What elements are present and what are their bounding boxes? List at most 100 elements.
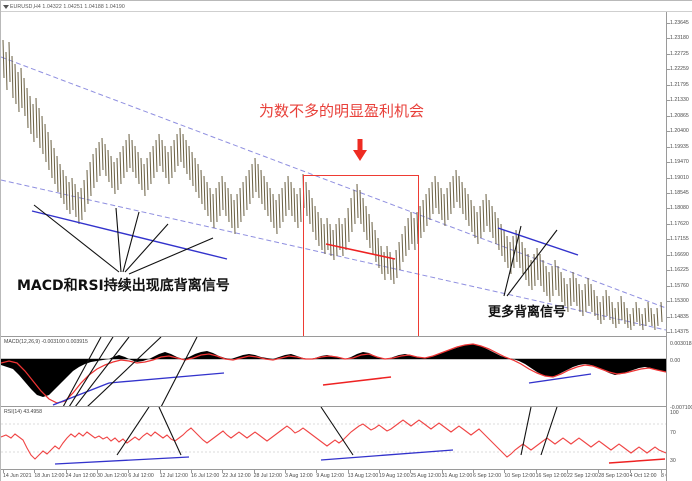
time-axis-tick: 8 Oct 12:00 [661,473,666,479]
rsi-divergence-line-red [608,458,666,464]
price-scale-tick: 1.20865 [670,112,689,119]
macd-scale-tick: -0.007100 [670,405,692,411]
time-axis-tick-mark [410,470,412,473]
time-axis-tick-mark [34,470,36,473]
price-scale-tick-mark [667,301,670,303]
macd-signal-line [1,343,666,404]
price-scale-tick: 1.21795 [670,81,689,88]
macd-scale-tick: 0.00 [670,358,681,364]
price-scale-tick-mark [667,162,670,164]
price-scale-tick: 1.23180 [670,35,689,42]
price-scale-tick-mark [667,38,670,40]
time-axis-tick: 24 Jun 12:00 [65,473,96,479]
price-trendline-blue-left [31,210,228,260]
time-axis-tick-mark [504,470,506,473]
price-scale-tick: 1.19470 [670,159,689,166]
macd-caption: MACD(12,26,9) -0.003100 0.003915 [4,339,88,345]
price-scale-tick-mark [667,316,670,318]
rsi-scale-tick: 30 [670,458,676,464]
time-axis-tick-mark [65,470,67,473]
rsi-caption: RSI(14) 43.4958 [4,409,43,415]
rsi-line [1,419,666,460]
time-axis-tick-mark [285,470,286,473]
time-axis-tick-mark [191,470,192,473]
price-scale-tick-mark [667,223,670,225]
time-axis-tick: 10 Sep 12:00 [504,473,536,479]
price-scale-tick: 1.18080 [670,205,689,212]
time-axis-tick: 13 Aug 12:00 [347,473,379,479]
price-scale-tick: 1.22725 [670,50,689,57]
descending-channel-upper [1,56,666,309]
macd-chart-svg [1,337,666,406]
price-scale-tick: 1.14835 [670,313,689,320]
rsi-indicator-panel[interactable]: RSI(14) 43.4958 [1,406,666,469]
annotation-pointer-lines-macd [62,337,198,406]
price-scale-tick: 1.20400 [670,128,689,135]
time-axis-tick: 6 Jul 12:00 [128,473,154,479]
rsi-chart-svg [1,407,666,465]
time-axis-tick-mark [253,470,255,473]
macd-indicator-panel[interactable]: MACD(12,26,9) -0.003100 0.003915 [1,336,666,406]
price-chart-panel[interactable] [1,12,666,336]
price-scale-tick: 1.17620 [670,220,689,227]
collapse-triangle-icon[interactable] [3,4,9,9]
time-axis-tick-mark [222,470,224,473]
time-axis[interactable]: 14 Jun 2021 18 Jun 12:00 24 Jun 12:00 30 Ju… [1,469,666,481]
time-axis-tick-mark [598,470,600,473]
price-scale-tick: 1.19935 [670,143,689,150]
time-axis-tick-mark [473,470,474,473]
price-trendline-blue-right [497,227,579,256]
price-scale-gutter[interactable]: 1.23645 1.23180 1.22725 1.22259 1.21795 1.213… [666,12,692,481]
price-scale-tick: 1.17155 [670,236,689,243]
time-axis-tick: 12 Jul 12:00 [159,473,188,479]
price-scale-tick-mark [667,270,670,272]
price-scale-tick-mark [667,100,670,102]
price-scale-tick: 1.15760 [670,282,689,289]
price-chart-svg [1,39,666,331]
red-down-arrow-icon [353,139,367,161]
time-axis-tick-mark [441,470,443,473]
chart-header-bar: EURUSD,H4 1.04322 1.04251 1.04188 1.0419… [1,1,692,12]
time-axis-tick: 4 Oct 12:00 [629,473,657,479]
price-scale-tick-mark [667,131,670,133]
time-axis-tick: 16 Sep 12:00 [535,473,567,479]
annotation-pointer-lines-right [503,225,558,297]
price-scale-tick-mark [667,332,670,333]
annotation-pointer-lines-left [33,204,214,275]
price-scale-tick: 1.15300 [670,298,689,305]
time-axis-tick: 9 Aug 12:00 [316,473,345,479]
symbol-ohlc-label: EURUSD,H4 1.04322 1.04251 1.04188 1.0419… [10,3,125,10]
time-axis-tick-mark [535,470,537,473]
time-axis-tick-mark [379,470,380,473]
price-scale-tick: 1.19010 [670,174,689,181]
time-axis-tick: 22 Sep 12:00 [567,473,598,479]
price-scale-tick: 1.16690 [670,251,689,258]
macd-histogram [1,344,666,397]
price-scale-tick: 1.16225 [670,267,689,274]
time-axis-tick-mark [316,470,318,473]
macd-divergence-line-red [322,376,392,386]
time-axis-tick: 16 Jul 12:00 [191,473,220,479]
time-axis-tick: 28 Jul 12:00 [253,473,282,479]
time-axis-tick-mark [97,470,98,473]
price-scale-tick-mark [667,146,670,148]
price-scale-tick-mark [667,115,670,117]
time-axis-tick: 25 Aug 12:00 [410,473,441,479]
annotation-macd-rsi-divergence: MACD和RSI持续出现底背离信号 [17,278,230,294]
price-scale-tick: 1.14375 [670,329,689,335]
price-scale-tick: 1.23645 [670,20,689,26]
time-axis-tick: 30 Jun 12:00 [97,473,127,479]
price-scale-tick-mark [667,53,670,55]
time-axis-tick: 18 Jun 12:00 [34,473,65,479]
price-scale-tick: 1.22259 [670,66,689,73]
time-axis-tick-mark [3,470,4,473]
price-scale-tick-mark [667,177,670,179]
price-scale-tick-mark [667,23,670,24]
time-axis-tick-mark [567,470,568,473]
time-axis-tick: 31 Aug 12:00 [441,473,473,479]
time-axis-tick-mark [347,470,349,473]
time-axis-tick: 28 Sep 12:00 [598,473,630,479]
macd-scale-tick: 0.003018 [670,341,692,347]
price-scale-tick-mark [667,285,670,287]
